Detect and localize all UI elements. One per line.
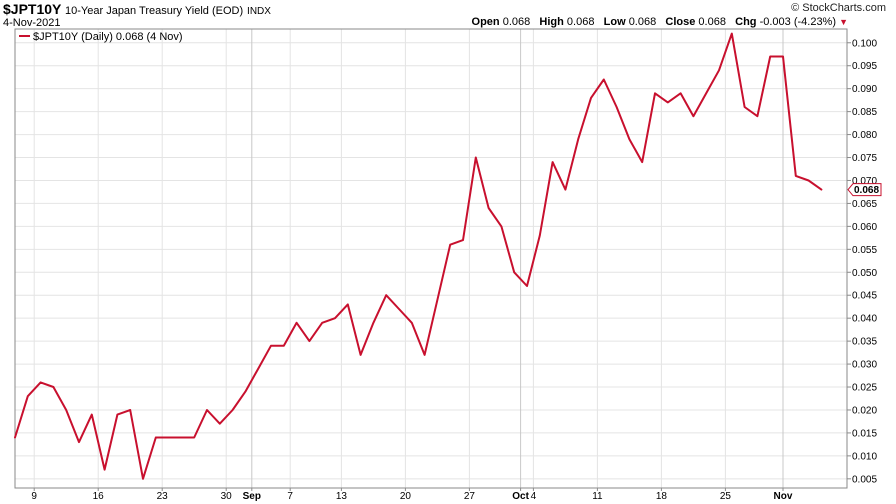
brand-label: © StockCharts.com	[791, 2, 886, 14]
y-tick-label: 0.045	[852, 291, 877, 302]
x-tick-label: Oct	[512, 491, 529, 502]
y-tick-label: 0.015	[852, 428, 877, 439]
plot-background	[15, 29, 847, 488]
vertical-gridlines	[33, 29, 726, 488]
y-tick-label: 0.100	[852, 38, 877, 49]
close-value: 0.068	[698, 16, 726, 28]
month-divider-lines	[251, 29, 784, 488]
x-tick-label: Sep	[243, 491, 261, 502]
plot-border	[14, 28, 848, 489]
x-axis: 9 16 23 30 Sep 7 13 20 27 Oct 4 11 18 25 Nov	[31, 488, 793, 502]
exchange: INDX	[247, 6, 271, 17]
down-triangle-icon: ▼	[839, 17, 848, 27]
x-tick-label: 18	[656, 491, 668, 502]
x-tick-label: 30	[221, 491, 233, 502]
ohlc-readout: Open 0.068 High 0.068 Low 0.068 Close 0.…	[472, 16, 848, 28]
x-tick-label: 7	[287, 491, 293, 502]
chg-value: -0.003 (-4.23%)	[759, 16, 837, 28]
x-tick-label: 16	[93, 491, 105, 502]
x-tick-label: 25	[720, 491, 732, 502]
chg-label: Chg	[735, 16, 757, 28]
y-tick-label: 0.040	[852, 314, 877, 325]
y-tick-label: 0.020	[852, 405, 877, 416]
y-axis: 0.005 0.010 0.015 0.020 0.025 0.030 0.035 0.040…	[847, 38, 877, 485]
y-tick-label: 0.055	[852, 245, 877, 256]
y-tick-label: 0.085	[852, 107, 877, 118]
last-value-marker: 0.068	[847, 183, 882, 197]
x-tick-label: 27	[464, 491, 476, 502]
horizontal-gridlines	[15, 42, 847, 480]
low-label: Low	[603, 16, 626, 28]
x-tick-label: Nov	[774, 491, 793, 502]
low-value: 0.068	[628, 16, 657, 28]
y-tick-label: 0.060	[852, 222, 877, 233]
last-value-badge	[847, 183, 882, 197]
x-tick-label: 13	[336, 491, 348, 502]
y-tick-label: 0.090	[852, 84, 877, 95]
x-tick-label: 9	[31, 491, 37, 502]
series-layer	[14, 32, 823, 480]
y-tick-label: 0.050	[852, 268, 877, 279]
chart-date: 4-Nov-2021	[3, 17, 61, 29]
high-label: High	[539, 16, 564, 28]
y-tick-label: 0.010	[852, 451, 877, 462]
y-tick-label: 0.005	[852, 474, 877, 485]
symbol-description: 10-Year Japan Treasury Yield (EOD)	[65, 5, 244, 17]
y-tick-label: 0.070	[852, 176, 877, 187]
y-tick-label: 0.030	[852, 360, 877, 371]
symbol: $JPT10Y	[3, 1, 62, 17]
legend-text: $JPT10Y (Daily) 0.068 (4 Nov)	[33, 31, 183, 43]
y-tick-label: 0.035	[852, 337, 877, 348]
y-tick-label: 0.095	[852, 61, 877, 72]
close-label: Close	[665, 16, 696, 28]
legend: $JPT10Y (Daily) 0.068 (4 Nov)	[19, 31, 183, 43]
x-tick-label: 23	[157, 491, 169, 502]
open-value: 0.068	[502, 16, 531, 28]
high-value: 0.068	[566, 16, 595, 28]
y-tick-label: 0.080	[852, 130, 877, 141]
last-value-label: 0.068	[854, 185, 879, 196]
x-tick-label: 20	[400, 491, 412, 502]
x-tick-label: 11	[592, 491, 603, 502]
chart-title: $JPT10Y 10-Year Japan Treasury Yield (EO…	[3, 1, 271, 17]
y-tick-label: 0.065	[852, 199, 877, 210]
open-label: Open	[471, 16, 500, 28]
x-tick-label: 4	[531, 491, 537, 502]
series-line	[14, 32, 823, 480]
y-tick-label: 0.025	[852, 383, 877, 394]
y-tick-label: 0.075	[852, 153, 877, 164]
